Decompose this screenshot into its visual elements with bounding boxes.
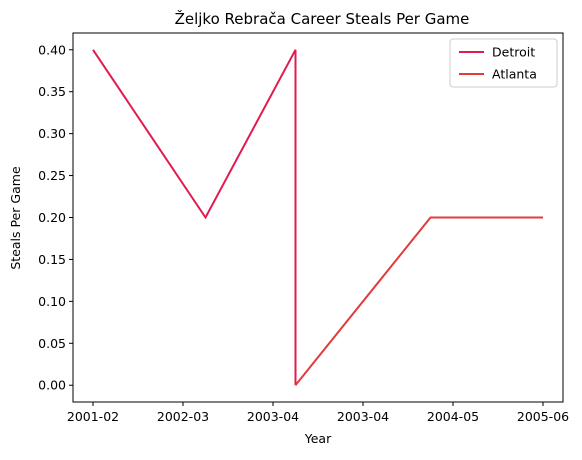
- y-tick-label: 0.35: [38, 84, 66, 99]
- x-tick-label: 2004-05: [427, 409, 479, 424]
- x-tick-label: 2003-04: [337, 409, 389, 424]
- x-tick-label: 2002-03: [157, 409, 209, 424]
- series-line-detroit: [93, 50, 296, 385]
- y-tick-label: 0.20: [38, 210, 66, 225]
- chart-title: Željko Rebrača Career Steals Per Game: [175, 9, 470, 28]
- legend-label: Detroit: [492, 45, 535, 60]
- x-tick-label: 2003-04: [247, 409, 299, 424]
- series-line-atlanta: [296, 218, 544, 386]
- plot-area: 0.00 0.05 0.10 0.15 0.20 0.25 0.30 0.35 0.40 2001…: [38, 33, 569, 424]
- y-axis-label: Steals Per Game: [8, 166, 23, 270]
- x-axis-label: Year: [304, 431, 332, 446]
- y-tick-label: 0.30: [38, 126, 66, 141]
- y-tick-label: 0.15: [38, 252, 66, 267]
- y-tick-label: 0.10: [38, 294, 66, 309]
- x-tick-label: 2001-02: [67, 409, 119, 424]
- x-tick-label: 2005-06: [517, 409, 569, 424]
- y-tick-label: 0.00: [38, 378, 66, 393]
- y-tick-label: 0.40: [38, 42, 66, 57]
- y-tick-label: 0.25: [38, 168, 66, 183]
- y-tick-label: 0.05: [38, 336, 66, 351]
- legend-label: Atlanta: [492, 67, 537, 82]
- legend: Detroit Atlanta: [450, 39, 557, 87]
